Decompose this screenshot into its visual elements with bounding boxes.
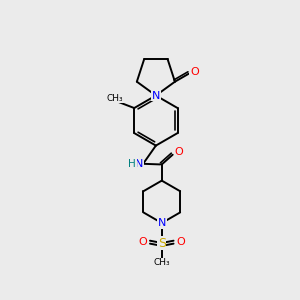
Text: O: O bbox=[138, 237, 147, 247]
Text: O: O bbox=[190, 67, 199, 77]
Text: O: O bbox=[177, 237, 186, 247]
Text: CH₃: CH₃ bbox=[106, 94, 123, 103]
Text: O: O bbox=[175, 147, 183, 157]
Text: N: N bbox=[152, 91, 160, 100]
Text: CH₃: CH₃ bbox=[154, 258, 170, 267]
Text: S: S bbox=[158, 236, 166, 250]
Text: N: N bbox=[135, 159, 143, 169]
Text: N: N bbox=[158, 218, 166, 228]
Text: H: H bbox=[128, 159, 136, 170]
